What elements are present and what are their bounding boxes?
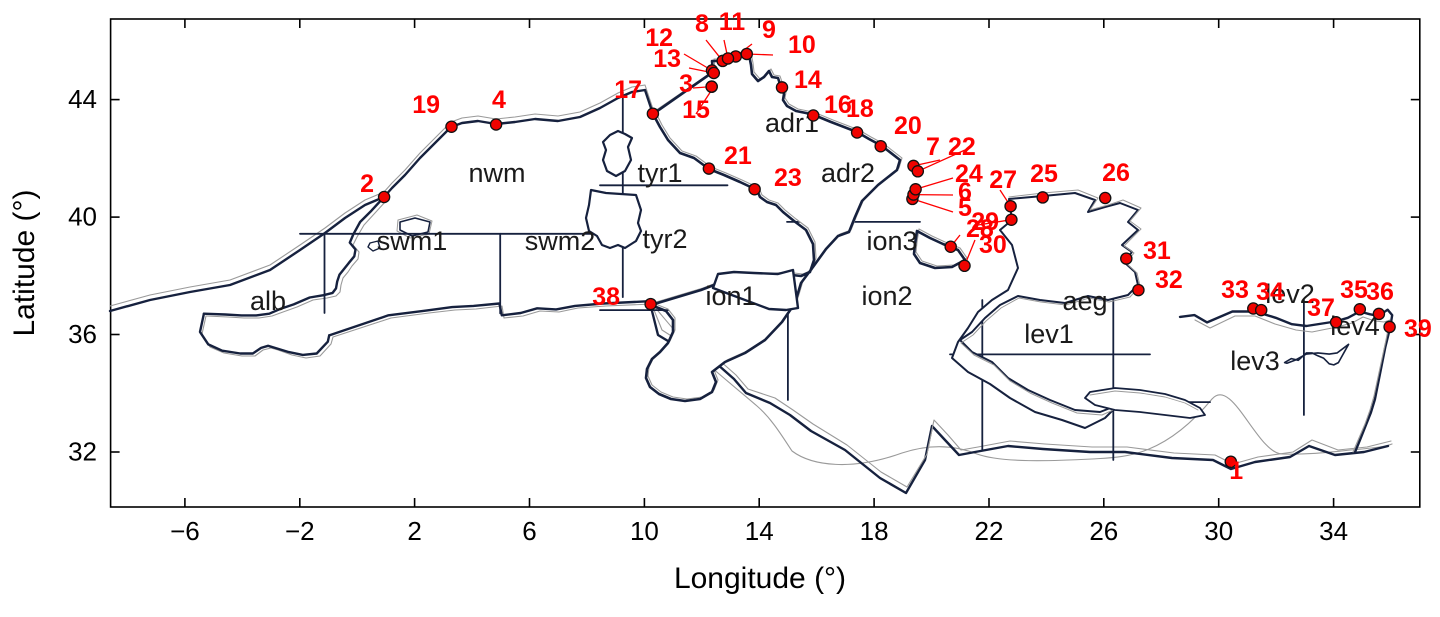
svg-text:21: 21 <box>724 142 752 170</box>
svg-text:adr2: adr2 <box>821 158 875 188</box>
svg-text:34: 34 <box>1319 516 1348 546</box>
svg-text:22: 22 <box>948 133 976 161</box>
svg-text:30: 30 <box>979 231 1007 259</box>
svg-text:13: 13 <box>653 45 681 73</box>
svg-text:38: 38 <box>592 283 620 311</box>
svg-text:18: 18 <box>860 516 889 546</box>
svg-text:8: 8 <box>695 10 709 38</box>
svg-text:−2: −2 <box>285 516 315 546</box>
svg-text:10: 10 <box>788 31 816 59</box>
svg-text:ion3: ion3 <box>866 226 917 256</box>
svg-text:swm2: swm2 <box>525 226 596 256</box>
svg-text:lev3: lev3 <box>1230 346 1280 376</box>
svg-text:swm1: swm1 <box>377 226 448 256</box>
svg-text:27: 27 <box>989 166 1017 194</box>
svg-text:17: 17 <box>614 76 642 104</box>
svg-text:lev1: lev1 <box>1024 319 1074 349</box>
svg-text:34: 34 <box>1256 278 1284 306</box>
svg-text:31: 31 <box>1143 237 1171 265</box>
svg-text:nwm: nwm <box>468 158 525 188</box>
svg-text:aeg: aeg <box>1062 286 1107 316</box>
svg-text:14: 14 <box>745 516 774 546</box>
svg-text:tyr1: tyr1 <box>637 158 682 188</box>
svg-text:35: 35 <box>1340 276 1368 304</box>
svg-text:9: 9 <box>762 16 776 44</box>
svg-text:20: 20 <box>894 112 922 140</box>
svg-text:33: 33 <box>1221 276 1249 304</box>
svg-text:ion1: ion1 <box>705 281 756 311</box>
svg-text:40: 40 <box>68 202 97 232</box>
svg-text:11: 11 <box>719 8 746 36</box>
svg-text:Longitude (°): Longitude (°) <box>674 562 846 595</box>
svg-text:Latitude (°): Latitude (°) <box>8 189 41 336</box>
svg-text:36: 36 <box>68 319 97 349</box>
svg-text:26: 26 <box>1089 516 1118 546</box>
svg-text:25: 25 <box>1030 160 1058 188</box>
svg-text:7: 7 <box>926 133 940 161</box>
svg-text:10: 10 <box>630 516 659 546</box>
svg-text:−6: −6 <box>170 516 200 546</box>
svg-text:32: 32 <box>68 437 97 467</box>
svg-text:26: 26 <box>1102 159 1130 187</box>
svg-text:ion2: ion2 <box>861 281 912 311</box>
svg-text:19: 19 <box>412 91 440 119</box>
svg-text:tyr2: tyr2 <box>642 224 687 254</box>
svg-text:6: 6 <box>522 516 536 546</box>
svg-text:44: 44 <box>68 84 97 114</box>
svg-text:30: 30 <box>1204 516 1233 546</box>
svg-text:4: 4 <box>492 86 506 114</box>
svg-text:37: 37 <box>1307 294 1335 322</box>
svg-text:22: 22 <box>975 516 1004 546</box>
svg-text:24: 24 <box>955 160 983 188</box>
svg-text:2: 2 <box>360 170 374 198</box>
svg-text:23: 23 <box>774 164 802 192</box>
svg-text:1: 1 <box>1229 457 1243 485</box>
svg-text:14: 14 <box>794 66 822 94</box>
svg-text:alb: alb <box>250 286 286 316</box>
svg-text:15: 15 <box>682 96 710 124</box>
svg-text:3: 3 <box>679 70 693 98</box>
svg-text:18: 18 <box>846 95 874 123</box>
svg-text:39: 39 <box>1404 315 1432 343</box>
svg-text:2: 2 <box>407 516 421 546</box>
svg-text:36: 36 <box>1366 278 1394 306</box>
svg-text:32: 32 <box>1155 266 1183 294</box>
